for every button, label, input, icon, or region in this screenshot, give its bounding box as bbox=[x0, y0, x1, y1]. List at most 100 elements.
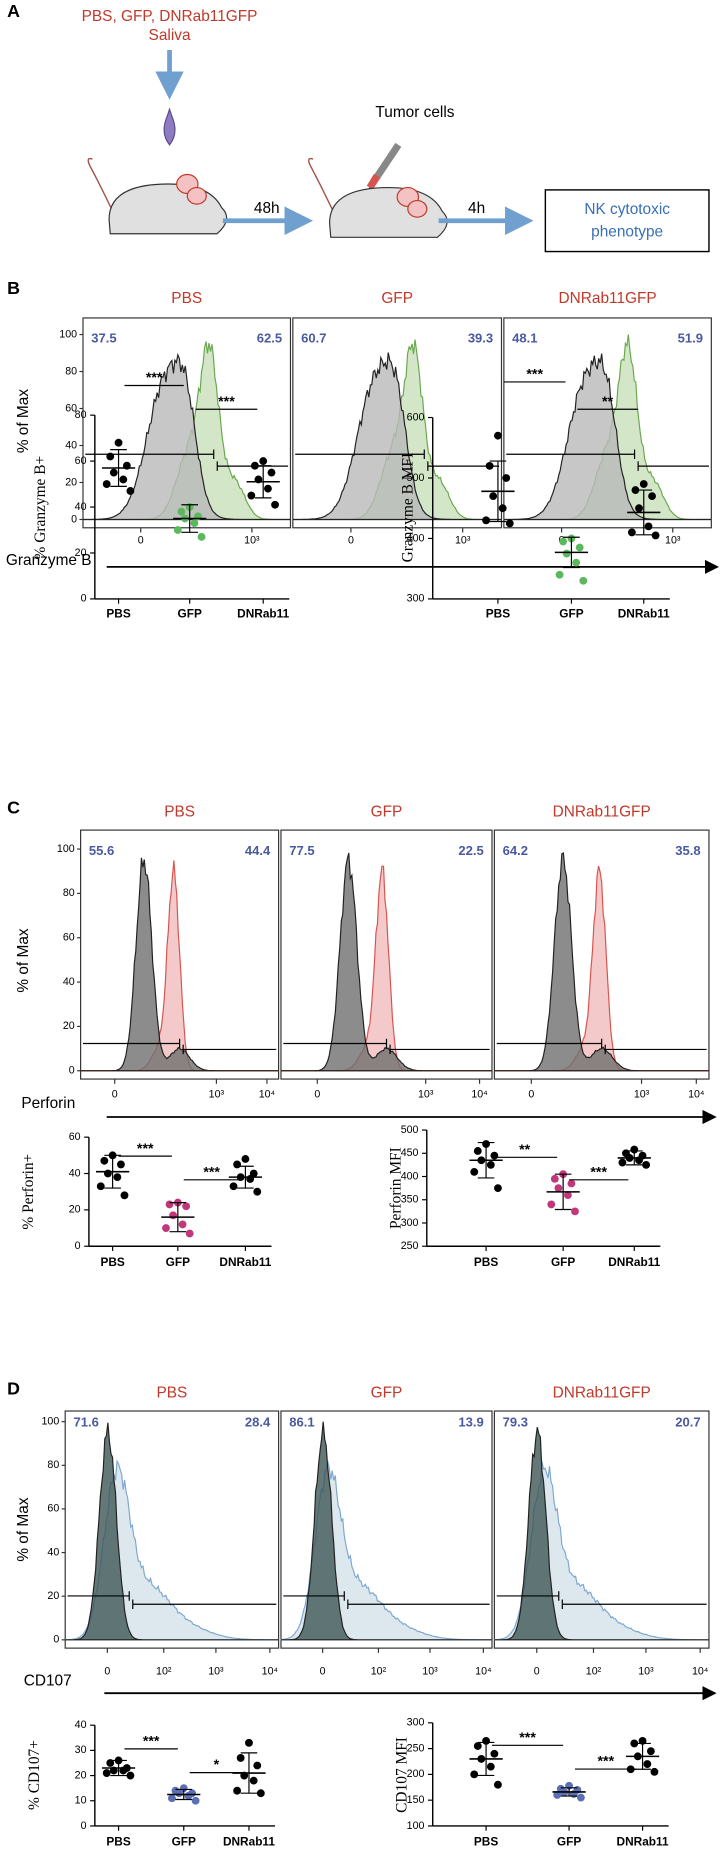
data-point bbox=[259, 457, 268, 466]
data-point bbox=[473, 1742, 482, 1750]
y-tick-label: 600 bbox=[407, 411, 425, 423]
data-point bbox=[486, 1160, 495, 1169]
data-point bbox=[182, 1202, 191, 1211]
data-point bbox=[555, 570, 564, 579]
data-point bbox=[185, 1229, 194, 1238]
data-point bbox=[567, 1179, 576, 1188]
x-tick-label: 10⁴ bbox=[692, 1666, 709, 1678]
panel-label: B bbox=[7, 278, 20, 298]
x-tick-label: 10⁴ bbox=[471, 1088, 488, 1100]
gate-line bbox=[67, 1591, 130, 1601]
x-tick-label: 0 bbox=[112, 1088, 118, 1100]
y-tick-label: 20 bbox=[75, 547, 87, 559]
data-point bbox=[470, 1167, 479, 1176]
data-point bbox=[173, 526, 182, 534]
sample-title: GFP bbox=[371, 1384, 403, 1401]
data-point bbox=[233, 1160, 242, 1169]
x-tick-label: 10³ bbox=[634, 1088, 650, 1100]
control-histogram bbox=[80, 857, 279, 1072]
gate-percent: 44.4 bbox=[245, 843, 271, 858]
drop-icon bbox=[163, 107, 176, 146]
x-tick-label: PBS bbox=[100, 1255, 124, 1269]
gate-line bbox=[506, 449, 636, 460]
data-point bbox=[563, 1191, 572, 1200]
gate-percent: 51.9 bbox=[678, 331, 703, 346]
data-point bbox=[178, 1220, 187, 1229]
data-point bbox=[490, 1151, 499, 1160]
gate-percent: 62.5 bbox=[257, 331, 282, 346]
y-tick-label: 350 bbox=[401, 1194, 419, 1206]
gate-line bbox=[389, 1044, 490, 1055]
y-tick-label: 300 bbox=[407, 593, 425, 605]
x-axis-label: CD107 bbox=[24, 1672, 72, 1689]
x-tick-label: 10³ bbox=[422, 1666, 438, 1678]
y-tick-label: 0 bbox=[81, 593, 87, 605]
x-tick-label: 10² bbox=[371, 1666, 387, 1678]
data-point bbox=[485, 461, 494, 470]
significance-label: *** bbox=[598, 1754, 615, 1770]
significance-label: * bbox=[214, 1757, 220, 1773]
y-tick-label: 20 bbox=[47, 1590, 59, 1602]
mouse-icon bbox=[308, 157, 448, 238]
data-point bbox=[550, 1174, 559, 1183]
y-tick-label: 0 bbox=[71, 513, 77, 525]
y-axis-label: CD107 MFI bbox=[394, 1737, 411, 1813]
data-point bbox=[579, 576, 588, 585]
y-tick-label: 40 bbox=[75, 501, 87, 513]
y-tick-label: 0 bbox=[81, 1820, 87, 1832]
control-histogram bbox=[494, 852, 709, 1072]
interval-text: 4h bbox=[468, 200, 485, 217]
data-point bbox=[96, 1182, 105, 1191]
x-tick-label: DNRab11 bbox=[608, 1255, 660, 1269]
y-tick-label: 60 bbox=[63, 932, 75, 944]
control-histogram bbox=[65, 1422, 279, 1641]
injection-text: PBS, GFP, DNRab11GFP bbox=[82, 8, 258, 25]
y-tick-label: 200 bbox=[407, 1768, 425, 1780]
data-point bbox=[177, 507, 186, 516]
x-tick-label: 0 bbox=[138, 535, 144, 547]
gate-percent: 79.3 bbox=[503, 1414, 528, 1429]
gate-percent: 28.4 bbox=[245, 1414, 271, 1429]
data-point bbox=[575, 543, 584, 552]
y-tick-label: 10 bbox=[75, 1795, 87, 1807]
data-point bbox=[494, 1184, 502, 1193]
data-point bbox=[106, 452, 115, 461]
significance-label: ** bbox=[519, 1142, 531, 1158]
y-tick-label: 80 bbox=[63, 887, 75, 899]
y-axis-label: Perforin MFI bbox=[388, 1147, 405, 1229]
x-tick-label: 10³ bbox=[209, 1088, 225, 1100]
x-tick-label: 0 bbox=[104, 1666, 110, 1678]
data-point bbox=[505, 519, 514, 528]
gate-line bbox=[637, 461, 709, 471]
data-point bbox=[635, 504, 643, 513]
y-axis-label: % Perforin+ bbox=[20, 1154, 37, 1230]
y-tick-label: 450 bbox=[401, 1147, 419, 1159]
y-axis-label: % of Max bbox=[15, 928, 32, 993]
x-tick-label: 0 bbox=[348, 535, 354, 547]
data-point bbox=[197, 532, 206, 541]
data-point bbox=[473, 1147, 482, 1155]
y-tick-label: 20 bbox=[75, 1769, 87, 1781]
data-point bbox=[646, 1747, 655, 1756]
gate-percent: 39.3 bbox=[468, 331, 493, 346]
significance-label: *** bbox=[526, 367, 543, 383]
data-point bbox=[271, 500, 279, 509]
data-point bbox=[627, 528, 636, 537]
y-tick-label: 400 bbox=[401, 1170, 419, 1182]
control-histogram bbox=[82, 352, 291, 521]
x-tick-label: PBS bbox=[486, 606, 510, 620]
significance-label: *** bbox=[146, 370, 163, 386]
significance-label: *** bbox=[519, 1730, 536, 1746]
x-tick-label: GFP bbox=[551, 1255, 575, 1269]
y-axis-label: % CD107+ bbox=[26, 1740, 43, 1810]
significance-label: *** bbox=[590, 1164, 607, 1180]
gate-percent: 48.1 bbox=[512, 331, 537, 346]
y-tick-label: 500 bbox=[401, 1124, 419, 1136]
control-histogram bbox=[280, 1421, 493, 1641]
data-point bbox=[553, 1791, 562, 1799]
sample-title: GFP bbox=[381, 290, 413, 307]
y-tick-label: 0 bbox=[53, 1634, 59, 1646]
data-point bbox=[103, 1169, 112, 1178]
data-point bbox=[547, 1200, 556, 1209]
gate-line bbox=[283, 1591, 345, 1601]
